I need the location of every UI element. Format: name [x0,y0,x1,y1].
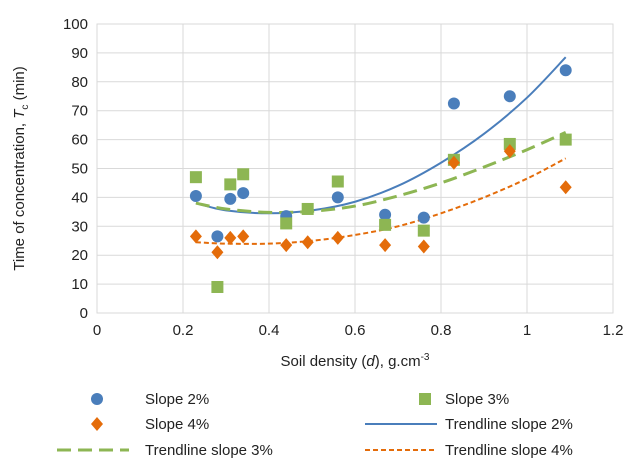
x-axis-ticks: 0 0.2 0.4 0.6 0.8 1 1.2 [93,322,624,339]
marker-diamond [189,229,202,244]
trendline [195,157,567,245]
marker-circle [211,230,224,243]
data-markers [189,64,572,293]
marker-circle [559,64,572,77]
x-tick-label: 1 [523,322,531,339]
y-tick-label: 30 [71,218,88,235]
marker-diamond [237,229,250,244]
trendline [195,56,567,215]
marker-square [189,171,202,184]
marker-circle [417,211,430,224]
x-tick-label: 1.2 [603,322,624,339]
x-tick-label: 0.8 [431,322,452,339]
legend-label: Slope 2% [145,391,209,408]
y-tick-label: 20 [71,247,88,264]
marker-square [559,133,572,146]
x-axis-label: Soil density (d), g.cm-3 [281,352,430,370]
legend-item: Slope 2% [91,391,209,408]
legend-label: Slope 3% [445,391,509,408]
marker-diamond [91,417,103,431]
marker-square [280,217,293,230]
legend: Slope 2% Slope 3% Slope 4% Trendline slope … [57,391,573,459]
y-tick-label: 100 [63,16,88,33]
marker-circle [237,187,250,200]
y-tick-label: 0 [80,305,88,322]
y-tick-label: 60 [71,132,88,149]
marker-circle [447,97,460,110]
marker-square [237,168,250,181]
marker-diamond [503,144,516,159]
marker-diamond [301,235,314,250]
x-tick-label: 0.2 [173,322,194,339]
y-tick-label: 40 [71,189,88,206]
trendlines [195,56,567,245]
marker-square [224,178,237,191]
y-axis-label: Time of concentration, Tc (min) [11,66,31,271]
y-axis-ticks: 0 10 20 30 40 50 60 70 80 90 100 [63,16,88,322]
marker-circle [379,208,392,221]
legend-item: Slope 3% [419,391,509,408]
marker-diamond [379,238,392,253]
y-tick-label: 80 [71,74,88,91]
marker-diamond [447,155,460,170]
y-tick-label: 50 [71,161,88,178]
legend-label: Trendline slope 4% [445,442,573,459]
marker-diamond [211,245,224,260]
marker-circle [189,189,202,202]
marker-square [211,280,224,293]
trendline [195,131,567,215]
x-tick-label: 0 [93,322,101,339]
marker-square [503,137,516,150]
legend-item: Slope 4% [91,416,209,433]
grid-lines [96,23,614,314]
marker-circle [503,90,516,103]
legend-label: Trendline slope 2% [445,416,573,433]
legend-label: Trendline slope 3% [145,442,273,459]
marker-diamond [224,230,237,245]
marker-square [417,224,430,237]
marker-diamond [331,230,344,245]
marker-diamond [559,180,572,195]
y-tick-label: 70 [71,103,88,120]
legend-item: Trendline slope 4% [365,442,573,459]
plot-area [96,23,614,314]
marker-square [379,218,392,231]
y-tick-label: 10 [71,276,88,293]
legend-label: Slope 4% [145,416,209,433]
legend-item: Trendline slope 2% [365,416,573,433]
legend-item: Trendline slope 3% [57,442,273,459]
marker-circle [224,192,237,205]
y-tick-label: 90 [71,45,88,62]
marker-diamond [417,239,430,254]
marker-circle [331,191,344,204]
x-tick-label: 0.4 [259,322,280,339]
marker-diamond [280,238,293,253]
marker-circle [91,393,103,405]
marker-square [301,202,314,215]
x-tick-label: 0.6 [345,322,366,339]
marker-square [419,393,431,405]
marker-square [331,175,344,188]
